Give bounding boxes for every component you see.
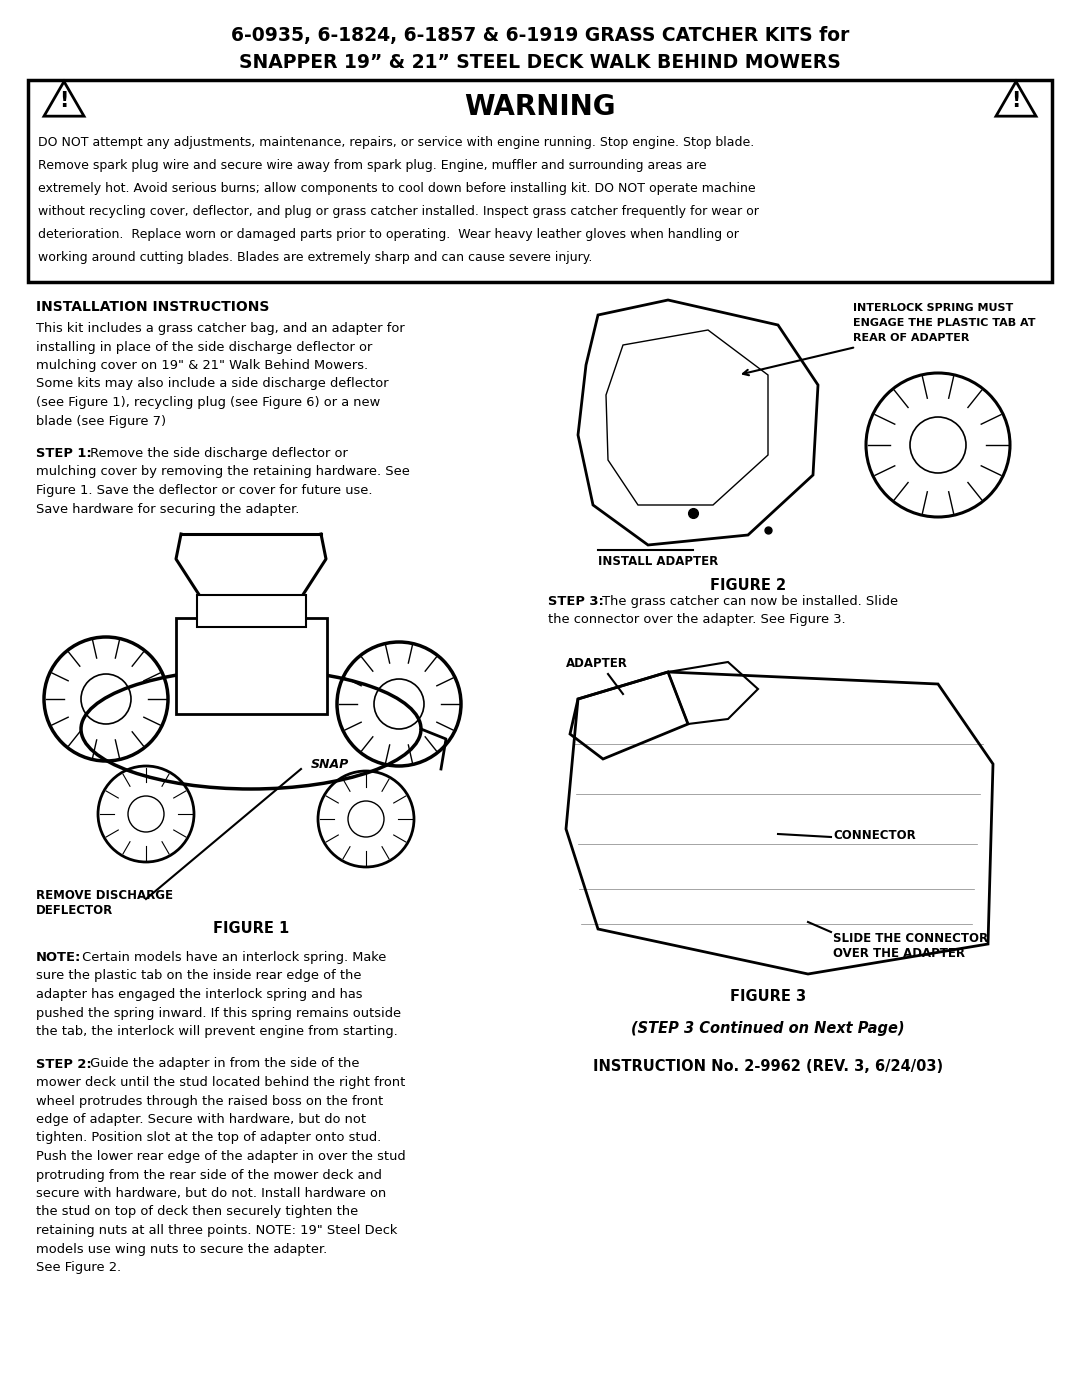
Text: FIGURE 3: FIGURE 3 (730, 989, 806, 1004)
Text: DEFLECTOR: DEFLECTOR (36, 904, 113, 916)
Polygon shape (44, 81, 84, 116)
Text: FIGURE 1: FIGURE 1 (213, 921, 289, 936)
Text: without recycling cover, deflector, and plug or grass catcher installed. Inspect: without recycling cover, deflector, and … (38, 205, 759, 218)
Text: !: ! (1011, 91, 1021, 112)
Text: STEP 1:: STEP 1: (36, 447, 92, 460)
Text: the stud on top of deck then securely tighten the: the stud on top of deck then securely ti… (36, 1206, 359, 1218)
Text: Push the lower rear edge of the adapter in over the stud: Push the lower rear edge of the adapter … (36, 1150, 406, 1162)
Text: INSTALL ADAPTER: INSTALL ADAPTER (598, 555, 718, 569)
Text: NOTE:: NOTE: (36, 951, 81, 964)
FancyBboxPatch shape (28, 80, 1052, 282)
Text: REMOVE DISCHARGE: REMOVE DISCHARGE (36, 888, 173, 902)
Text: INSTRUCTION No. 2-9962 (REV. 3, 6/24/03): INSTRUCTION No. 2-9962 (REV. 3, 6/24/03) (593, 1059, 943, 1074)
Text: This kit includes a grass catcher bag, and an adapter for: This kit includes a grass catcher bag, a… (36, 321, 405, 335)
Text: wheel protrudes through the raised boss on the front: wheel protrudes through the raised boss … (36, 1094, 383, 1108)
Text: installing in place of the side discharge deflector or: installing in place of the side discharg… (36, 341, 373, 353)
Text: Some kits may also include a side discharge deflector: Some kits may also include a side discha… (36, 377, 389, 391)
Text: working around cutting blades. Blades are extremely sharp and can cause severe i: working around cutting blades. Blades ar… (38, 251, 592, 264)
Text: the tab, the interlock will prevent engine from starting.: the tab, the interlock will prevent engi… (36, 1025, 397, 1038)
Text: STEP 2:: STEP 2: (36, 1058, 92, 1070)
Text: protruding from the rear side of the mower deck and: protruding from the rear side of the mow… (36, 1168, 382, 1182)
Text: the connector over the adapter. See Figure 3.: the connector over the adapter. See Figu… (548, 613, 846, 626)
Text: mulching cover on 19" & 21" Walk Behind Mowers.: mulching cover on 19" & 21" Walk Behind … (36, 359, 368, 372)
Text: The grass catcher can now be installed. Slide: The grass catcher can now be installed. … (598, 595, 899, 608)
FancyBboxPatch shape (176, 617, 327, 714)
Text: REAR OF ADAPTER: REAR OF ADAPTER (853, 332, 970, 344)
Text: CONNECTOR: CONNECTOR (833, 828, 916, 842)
Text: SNAP: SNAP (311, 757, 349, 771)
FancyBboxPatch shape (197, 595, 306, 627)
Text: mower deck until the stud located behind the right front: mower deck until the stud located behind… (36, 1076, 405, 1090)
Text: Remove spark plug wire and secure wire away from spark plug. Engine, muffler and: Remove spark plug wire and secure wire a… (38, 159, 706, 172)
Text: WARNING: WARNING (464, 94, 616, 122)
Text: (see Figure 1), recycling plug (see Figure 6) or a new: (see Figure 1), recycling plug (see Figu… (36, 395, 380, 409)
Text: Guide the adapter in from the side of the: Guide the adapter in from the side of th… (86, 1058, 360, 1070)
Text: DO NOT attempt any adjustments, maintenance, repairs, or service with engine run: DO NOT attempt any adjustments, maintena… (38, 136, 754, 149)
Text: edge of adapter. Secure with hardware, but do not: edge of adapter. Secure with hardware, b… (36, 1113, 366, 1126)
Text: ENGAGE THE PLASTIC TAB AT: ENGAGE THE PLASTIC TAB AT (853, 319, 1036, 328)
Text: Remove the side discharge deflector or: Remove the side discharge deflector or (86, 447, 348, 460)
Text: SNAPPER 19” & 21” STEEL DECK WALK BEHIND MOWERS: SNAPPER 19” & 21” STEEL DECK WALK BEHIND… (239, 53, 841, 71)
Text: STEP 3:: STEP 3: (548, 595, 604, 608)
Text: INTERLOCK SPRING MUST: INTERLOCK SPRING MUST (853, 303, 1013, 313)
Text: adapter has engaged the interlock spring and has: adapter has engaged the interlock spring… (36, 988, 363, 1002)
Text: blade (see Figure 7): blade (see Figure 7) (36, 415, 166, 427)
Text: tighten. Position slot at the top of adapter onto stud.: tighten. Position slot at the top of ada… (36, 1132, 381, 1144)
Text: retaining nuts at all three points. NOTE: 19" Steel Deck: retaining nuts at all three points. NOTE… (36, 1224, 397, 1236)
Text: See Figure 2.: See Figure 2. (36, 1261, 121, 1274)
Text: INSTALLATION INSTRUCTIONS: INSTALLATION INSTRUCTIONS (36, 300, 269, 314)
Text: OVER THE ADAPTER: OVER THE ADAPTER (833, 947, 966, 960)
Text: SLIDE THE CONNECTOR: SLIDE THE CONNECTOR (833, 932, 988, 944)
Text: pushed the spring inward. If this spring remains outside: pushed the spring inward. If this spring… (36, 1006, 401, 1020)
Text: mulching cover by removing the retaining hardware. See: mulching cover by removing the retaining… (36, 465, 410, 479)
Text: !: ! (59, 91, 69, 112)
Text: ADAPTER: ADAPTER (566, 657, 627, 671)
Text: sure the plastic tab on the inside rear edge of the: sure the plastic tab on the inside rear … (36, 970, 362, 982)
Text: Figure 1. Save the deflector or cover for future use.: Figure 1. Save the deflector or cover fo… (36, 483, 373, 497)
Text: secure with hardware, but do not. Install hardware on: secure with hardware, but do not. Instal… (36, 1187, 387, 1200)
Text: deterioration.  Replace worn or damaged parts prior to operating.  Wear heavy le: deterioration. Replace worn or damaged p… (38, 228, 739, 242)
Text: Certain models have an interlock spring. Make: Certain models have an interlock spring.… (78, 951, 387, 964)
Text: models use wing nuts to secure the adapter.: models use wing nuts to secure the adapt… (36, 1242, 327, 1256)
Text: extremely hot. Avoid serious burns; allow components to cool down before install: extremely hot. Avoid serious burns; allo… (38, 182, 756, 196)
Text: (STEP 3 Continued on Next Page): (STEP 3 Continued on Next Page) (631, 1021, 905, 1037)
Text: FIGURE 2: FIGURE 2 (710, 578, 786, 592)
Polygon shape (996, 81, 1036, 116)
Text: 6-0935, 6-1824, 6-1857 & 6-1919 GRASS CATCHER KITS for: 6-0935, 6-1824, 6-1857 & 6-1919 GRASS CA… (231, 27, 849, 46)
Text: Save hardware for securing the adapter.: Save hardware for securing the adapter. (36, 503, 299, 515)
